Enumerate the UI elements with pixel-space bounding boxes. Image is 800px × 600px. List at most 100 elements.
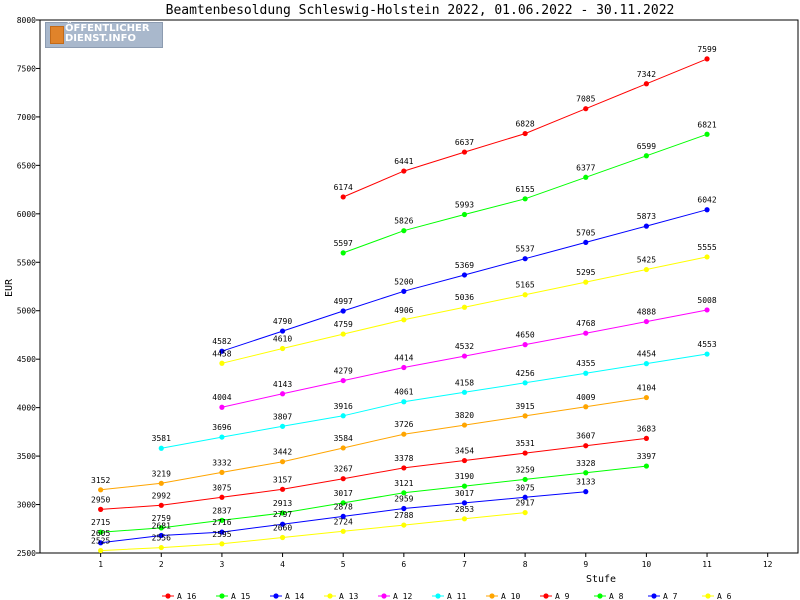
series-line	[100, 397, 647, 491]
data-label: 4279	[334, 367, 353, 376]
data-label: 5705	[576, 228, 595, 237]
data-label: 4414	[394, 354, 413, 363]
series-line	[100, 437, 647, 510]
data-point	[461, 483, 468, 489]
data-point	[704, 207, 710, 213]
data-label: 3683	[637, 424, 656, 433]
data-point	[643, 153, 650, 159]
data-point	[279, 391, 286, 397]
data-point	[522, 476, 528, 483]
data-point	[401, 399, 407, 405]
data-point	[522, 292, 528, 298]
data-point	[401, 364, 407, 371]
y-tick-label: 5000	[17, 307, 36, 316]
legend-marker	[327, 593, 333, 599]
data-point	[279, 423, 286, 429]
data-point	[279, 486, 286, 492]
data-label: 4650	[515, 331, 534, 340]
data-label: 2959	[394, 495, 413, 504]
legend-label: A_11	[447, 592, 466, 600]
legend-label: A_9	[555, 592, 570, 600]
data-label: 3442	[273, 448, 292, 457]
data-point	[401, 168, 407, 174]
data-point	[279, 345, 286, 352]
data-label: 5597	[334, 239, 353, 248]
data-point	[704, 131, 710, 137]
data-point	[340, 194, 346, 200]
data-point	[401, 288, 407, 294]
data-point	[401, 465, 407, 471]
data-point	[279, 521, 286, 527]
data-label: 5295	[576, 268, 595, 277]
chart-title: Beamtenbesoldung Schleswig-Holstein 2022…	[166, 3, 675, 18]
series-a-8	[98, 463, 650, 535]
data-label: 3726	[394, 420, 413, 429]
data-point	[643, 463, 650, 469]
y-tick-label: 3000	[17, 501, 36, 510]
data-label: 2605	[91, 529, 110, 538]
data-label: 4158	[455, 378, 474, 387]
data-point	[158, 532, 164, 539]
data-point	[98, 529, 104, 535]
data-point	[583, 330, 589, 336]
data-label: 2556	[152, 534, 171, 543]
x-tick-label: 1	[98, 560, 103, 569]
data-label: 2878	[334, 502, 353, 511]
data-label: 7599	[697, 45, 716, 54]
data-point	[522, 494, 528, 500]
data-label: 4061	[394, 388, 413, 397]
y-tick-label: 5500	[17, 258, 36, 267]
y-tick-label: 3500	[17, 452, 36, 461]
legend-marker	[273, 593, 279, 599]
legend-marker	[489, 593, 495, 599]
data-label: 6821	[697, 120, 716, 129]
legend-marker	[597, 593, 603, 599]
data-label: 3581	[152, 434, 171, 443]
data-point	[583, 174, 589, 180]
data-point	[279, 510, 286, 516]
data-label: 3017	[334, 489, 353, 498]
data-label: 3259	[515, 465, 534, 474]
data-label: 3531	[515, 439, 534, 448]
data-point	[704, 351, 710, 357]
x-tick-label: 6	[401, 560, 406, 569]
y-tick-label: 2500	[17, 549, 36, 558]
data-point	[583, 470, 589, 476]
data-label: 5826	[394, 217, 413, 226]
data-point	[522, 196, 528, 202]
data-label: 5993	[455, 200, 474, 209]
data-point	[643, 266, 650, 273]
y-tick-label: 6000	[17, 210, 36, 219]
data-label: 3454	[455, 447, 474, 456]
data-label: 4104	[637, 384, 656, 393]
data-point	[340, 500, 346, 506]
data-label: 4759	[334, 320, 353, 329]
data-point	[340, 413, 346, 419]
data-label: 4004	[212, 393, 231, 402]
data-label: 2797	[273, 510, 292, 519]
data-label: 4256	[515, 369, 534, 378]
legend-marker	[543, 593, 549, 599]
data-label: 3696	[212, 423, 231, 432]
data-point	[219, 404, 225, 410]
data-label: 2595	[212, 530, 231, 539]
data-label: 3820	[455, 411, 474, 420]
data-label: 5555	[697, 243, 716, 252]
data-point	[583, 239, 589, 246]
series-line	[100, 465, 647, 533]
data-point	[98, 506, 104, 512]
x-tick-label: 10	[642, 560, 652, 569]
data-label: 2660	[273, 523, 292, 532]
x-tick-label: 5	[341, 560, 346, 569]
data-point	[583, 489, 589, 495]
data-point	[219, 517, 225, 523]
data-point	[461, 389, 468, 395]
data-point	[461, 353, 468, 359]
legend-marker	[381, 593, 387, 599]
series-a-10	[98, 394, 650, 493]
data-point	[643, 394, 650, 401]
data-label: 2992	[152, 491, 171, 500]
data-point	[158, 544, 164, 551]
data-point	[461, 211, 468, 218]
data-point	[340, 308, 346, 314]
